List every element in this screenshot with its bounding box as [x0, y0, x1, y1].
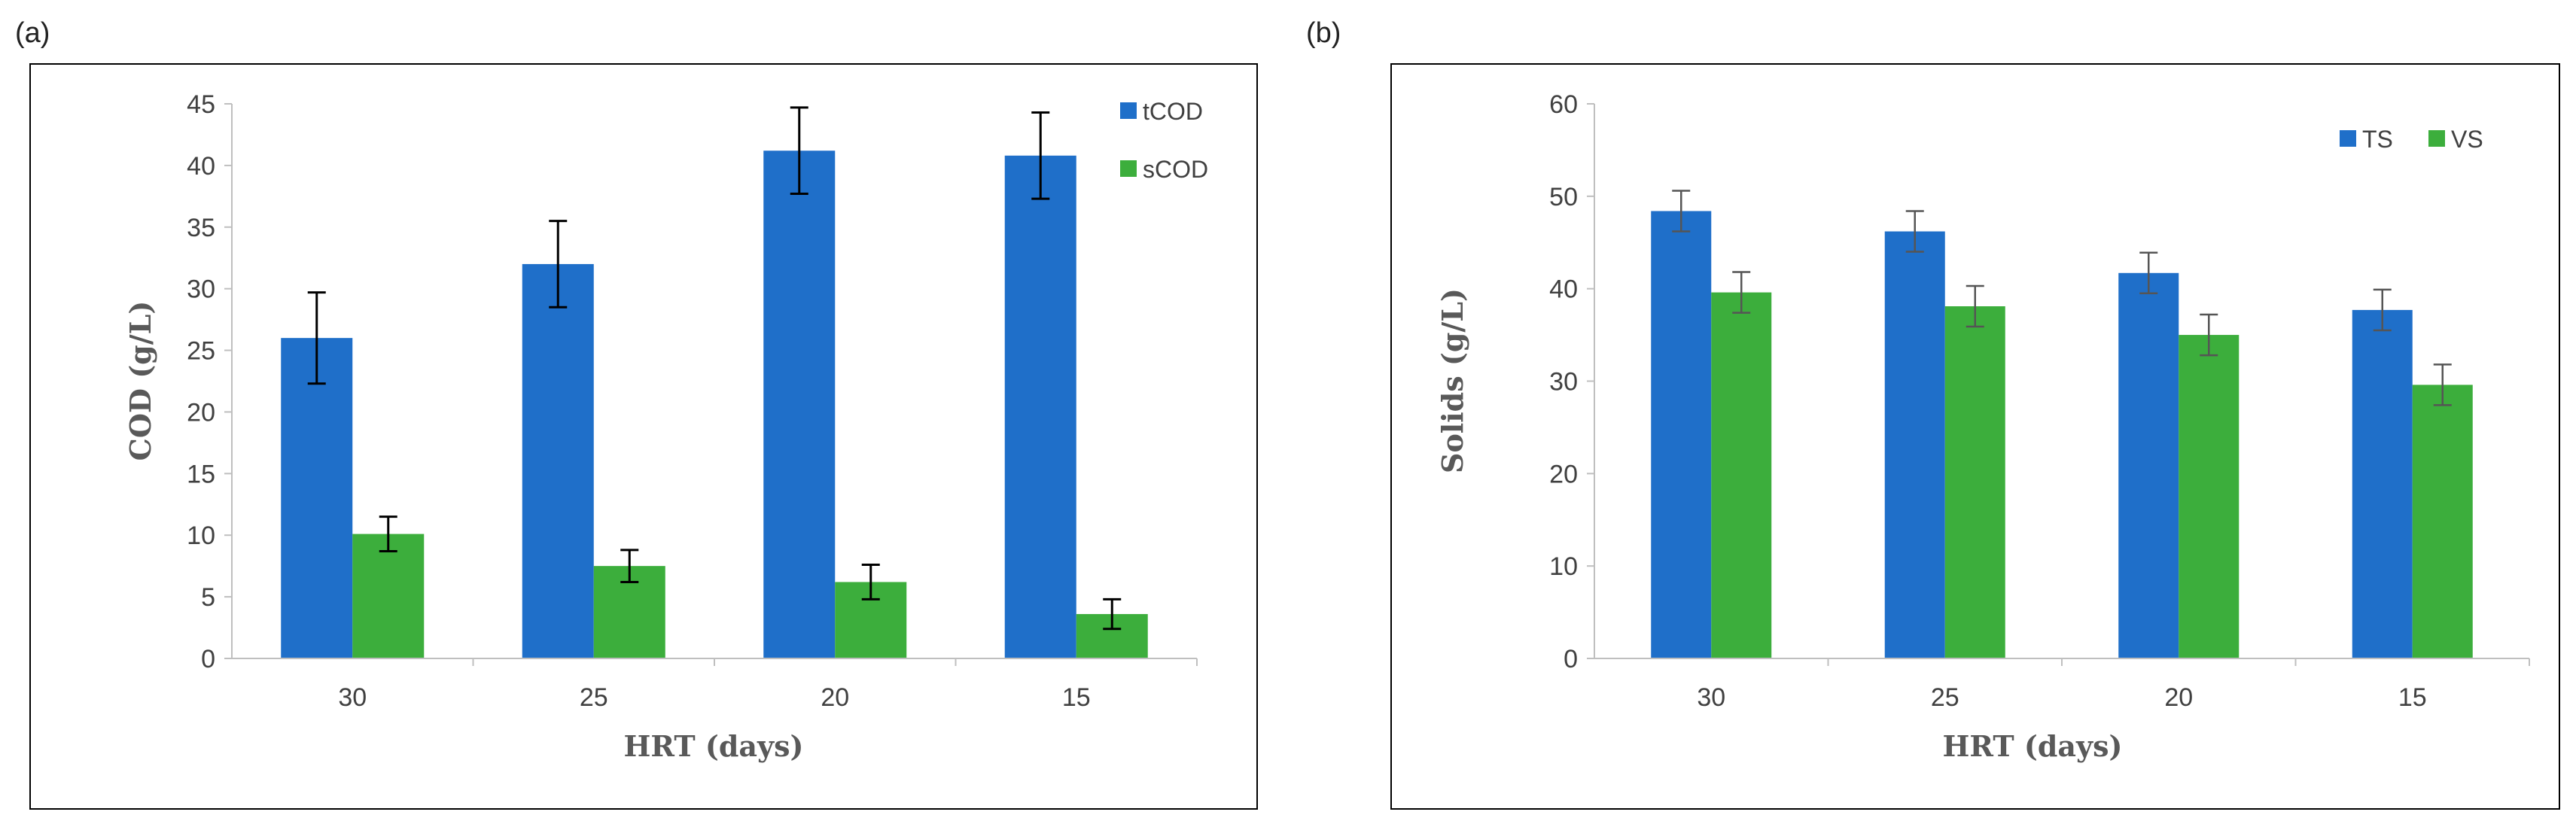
- x-tick-label: 15: [2398, 683, 2427, 712]
- y-tick-label: 5: [201, 583, 215, 612]
- error-bar-tcod-30: [307, 291, 326, 385]
- x-tick-label: 20: [821, 683, 849, 712]
- bar-tcod-25: [522, 263, 594, 658]
- y-tick-label: 35: [187, 214, 215, 242]
- y-tick-label: 25: [187, 337, 215, 366]
- legend-label-scod: sCOD: [1143, 156, 1208, 183]
- legend-label-ts: TS: [2362, 126, 2393, 153]
- bar-ts-20: [2118, 272, 2179, 658]
- y-tick-label: 45: [187, 90, 215, 119]
- y-tick-label: 60: [1549, 90, 1578, 119]
- legend-swatch-scod: [1120, 160, 1137, 177]
- y-tick-label: 40: [187, 152, 215, 181]
- legend-label-tcod: tCOD: [1143, 98, 1203, 125]
- y-tick-label: 15: [187, 460, 215, 488]
- error-bar-vs-25: [1965, 284, 1984, 328]
- x-tick-label: 30: [338, 683, 367, 712]
- x-tick-label: 25: [580, 683, 608, 712]
- y-axis-title: COD (g/L): [123, 301, 157, 461]
- y-tick-label: 30: [1549, 368, 1578, 397]
- error-bar-vs-30: [1732, 271, 1751, 314]
- error-bar-ts-15: [2373, 288, 2392, 332]
- chart-frame: [1390, 63, 2560, 810]
- x-tick-label: 25: [1931, 683, 1959, 712]
- y-tick-label: 10: [1549, 552, 1578, 581]
- x-tick-label: 30: [1697, 683, 1725, 712]
- bar-vs-30: [1711, 292, 1772, 658]
- y-tick-label: 0: [201, 645, 215, 673]
- y-tick-label: 50: [1549, 183, 1578, 211]
- bar-tcod-30: [281, 338, 353, 658]
- x-axis-title: HRT (days): [624, 729, 804, 763]
- bar-ts-15: [2352, 309, 2413, 658]
- panel-label: (b): [1306, 17, 1341, 49]
- legend-swatch-vs: [2428, 130, 2445, 147]
- error-bar-scod-20: [861, 564, 880, 600]
- chart-panel-a: (a) 0 5 10 15 20 25 30 35 40 45 30 25 20 15 COD (g/L) HR…: [15, 17, 1258, 810]
- chart-frame: [29, 63, 1258, 810]
- y-axis-title: Solids (g/L): [1436, 288, 1469, 473]
- x-axis-title: HRT (days): [1943, 729, 2123, 763]
- x-tick-label: 15: [1062, 683, 1091, 712]
- error-bar-ts-30: [1672, 190, 1691, 233]
- y-tick-label: 20: [1549, 460, 1578, 488]
- error-bar-ts-25: [1905, 210, 1924, 253]
- error-bar-ts-20: [2139, 251, 2158, 295]
- y-tick-label: 30: [187, 275, 215, 304]
- x-tick-label: 20: [2164, 683, 2193, 712]
- error-bar-tcod-20: [790, 106, 808, 196]
- y-tick-label: 20: [187, 398, 215, 427]
- panel-label: (a): [15, 17, 50, 49]
- bar-scod-30: [352, 534, 425, 658]
- error-bar-tcod-15: [1031, 111, 1050, 200]
- legend-label-vs: VS: [2451, 126, 2483, 153]
- legend: TS VS: [2340, 126, 2483, 153]
- bar-ts-25: [1884, 231, 1945, 658]
- legend-swatch-ts: [2340, 130, 2356, 147]
- bar-vs-20: [2179, 335, 2240, 658]
- bar-tcod-20: [763, 151, 836, 659]
- error-bar-scod-25: [620, 549, 639, 583]
- y-tick-label: 40: [1549, 275, 1578, 304]
- bar-vs-15: [2412, 385, 2473, 658]
- legend: tCOD sCOD: [1120, 98, 1208, 183]
- error-bar-scod-15: [1103, 597, 1122, 631]
- bar-vs-25: [1944, 306, 2005, 658]
- legend-swatch-tcod: [1120, 102, 1137, 119]
- bar-tcod-15: [1004, 155, 1076, 658]
- error-bar-vs-15: [2433, 363, 2452, 406]
- error-bar-vs-20: [2200, 313, 2218, 357]
- chart-panel-b: (b) 0 10 20 30 40 50 60 30 25 20 15 Solids (g/L) HRT …: [1306, 17, 2560, 810]
- bar-ts-30: [1651, 211, 1712, 658]
- error-bar-tcod-25: [549, 220, 568, 309]
- error-bar-scod-30: [379, 515, 397, 553]
- y-tick-label: 0: [1564, 645, 1578, 673]
- y-tick-label: 10: [187, 521, 215, 550]
